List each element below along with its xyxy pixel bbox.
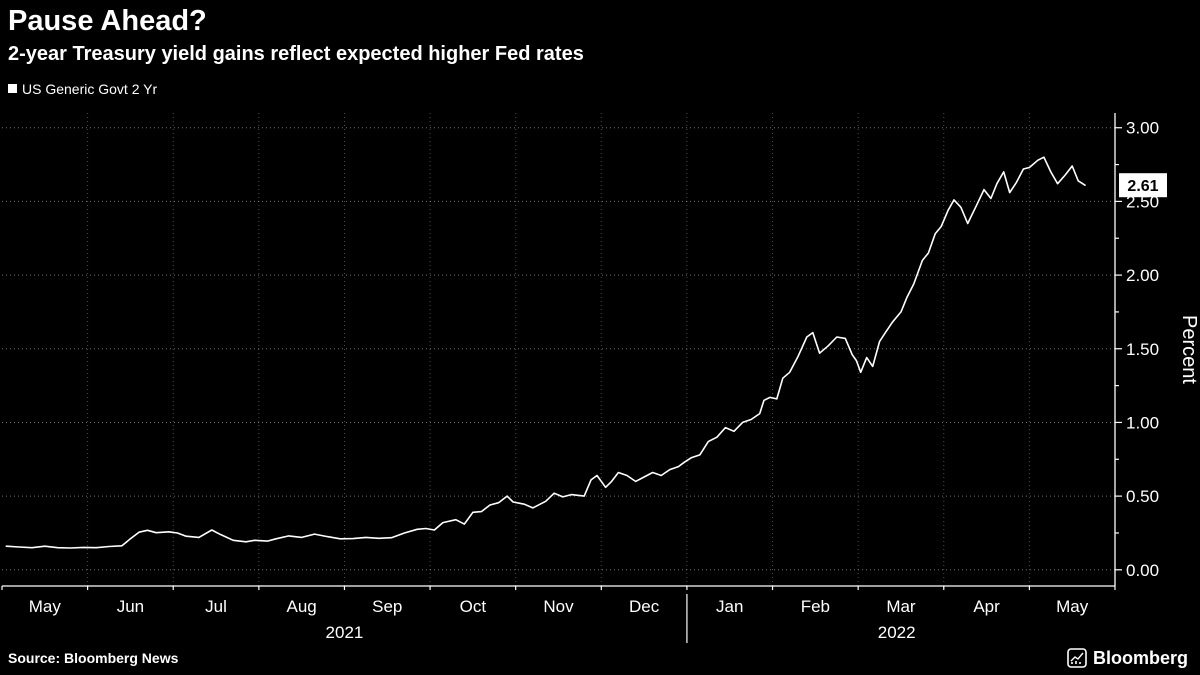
brand-wordmark: Bloomberg	[1092, 647, 1188, 668]
svg-text:Mar: Mar	[886, 597, 916, 616]
bloomberg-chart-icon	[1067, 648, 1087, 668]
chart-title: Pause Ahead?	[8, 5, 207, 37]
svg-text:Feb: Feb	[801, 597, 830, 616]
footer: Source: Bloomberg News Bloomberg	[0, 645, 1200, 675]
source-note: Source: Bloomberg News	[8, 650, 179, 666]
svg-text:Jul: Jul	[205, 597, 227, 616]
svg-text:2021: 2021	[326, 623, 364, 642]
svg-text:2.00: 2.00	[1126, 266, 1159, 285]
chart-header: Pause Ahead? 2-year Treasury yield gains…	[8, 5, 1192, 97]
bloomberg-logo: Bloomberg	[1067, 648, 1188, 669]
svg-text:Apr: Apr	[973, 597, 1000, 616]
svg-text:Oct: Oct	[460, 597, 487, 616]
svg-text:2.61: 2.61	[1127, 178, 1158, 195]
svg-text:0.00: 0.00	[1126, 561, 1159, 580]
svg-text:May: May	[1056, 597, 1089, 616]
svg-text:0.50: 0.50	[1126, 487, 1159, 506]
svg-text:May: May	[29, 597, 62, 616]
legend: US Generic Govt 2 Yr	[8, 81, 1192, 97]
svg-text:Nov: Nov	[543, 597, 574, 616]
svg-text:Jun: Jun	[117, 597, 144, 616]
legend-swatch-icon	[8, 84, 17, 94]
svg-text:Aug: Aug	[287, 597, 317, 616]
svg-text:Percent: Percent	[1178, 315, 1200, 384]
chart-subtitle: 2-year Treasury yield gains reflect expe…	[8, 42, 584, 65]
svg-text:1.50: 1.50	[1126, 340, 1159, 359]
svg-text:3.00: 3.00	[1126, 119, 1159, 138]
svg-text:Jan: Jan	[716, 597, 743, 616]
svg-text:Dec: Dec	[629, 597, 660, 616]
svg-text:Sep: Sep	[372, 597, 402, 616]
svg-text:2022: 2022	[878, 623, 916, 642]
svg-text:1.00: 1.00	[1126, 413, 1159, 432]
legend-label: US Generic Govt 2 Yr	[22, 80, 158, 97]
